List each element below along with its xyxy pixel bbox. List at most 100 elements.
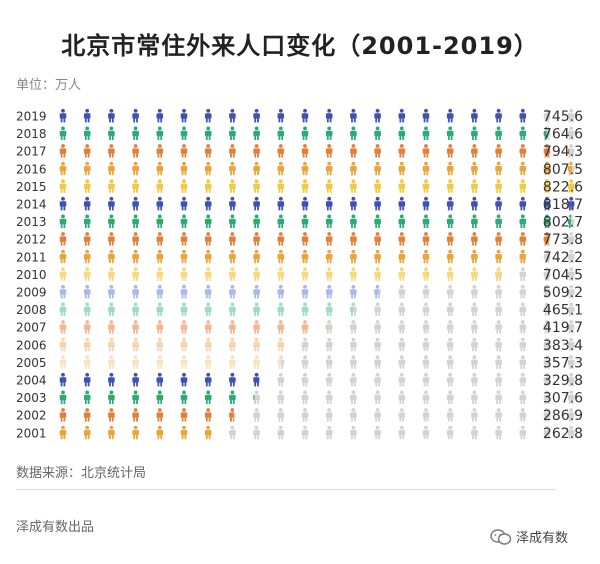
row-2001: 2001 262.8	[16, 425, 583, 442]
person-icon	[374, 179, 381, 193]
person-icon	[446, 267, 454, 281]
person-icon	[374, 108, 381, 123]
person-icon	[83, 408, 91, 422]
person-icon	[519, 232, 527, 246]
person-icon	[301, 126, 309, 140]
person-icon	[59, 196, 67, 211]
person-icon	[495, 196, 502, 211]
person-icon	[229, 179, 236, 193]
person-icon	[229, 161, 236, 176]
year-label: 2013	[16, 215, 47, 229]
person-icon	[325, 232, 333, 246]
person-icon	[204, 425, 212, 440]
person-icon	[495, 161, 502, 176]
value-label: 802.7	[543, 215, 583, 231]
person-icon	[471, 267, 478, 281]
person-icon	[422, 108, 430, 123]
person-icon	[495, 214, 502, 228]
person-icon	[374, 144, 381, 158]
person-icon	[59, 214, 67, 228]
person-icon	[471, 232, 478, 246]
person-icon	[83, 302, 91, 316]
person-icon-partial	[253, 394, 255, 404]
person-icon-partial	[543, 126, 547, 140]
person-icon	[204, 232, 212, 246]
person-icon-partial	[374, 284, 379, 299]
person-icon	[156, 232, 164, 246]
year-label: 2018	[16, 127, 47, 141]
person-icon	[543, 267, 551, 281]
person-icon	[301, 408, 309, 422]
person-icon	[156, 425, 164, 440]
person-icon	[543, 302, 551, 316]
person-icon	[59, 355, 67, 369]
person-icon	[277, 267, 285, 281]
person-icon	[519, 302, 527, 316]
person-icon	[422, 144, 430, 158]
person-icon	[374, 320, 381, 334]
person-icon	[180, 320, 188, 334]
person-icon	[471, 320, 478, 334]
person-icon	[446, 284, 454, 299]
person-icon	[567, 372, 575, 387]
person-icon	[422, 355, 430, 369]
person-icon	[543, 284, 551, 299]
person-icon	[495, 249, 502, 264]
person-icon	[567, 179, 575, 193]
person-icon	[422, 284, 430, 299]
year-label: 2014	[16, 198, 47, 212]
person-icon	[132, 302, 139, 316]
person-icon	[301, 425, 309, 440]
person-icon	[229, 126, 236, 140]
person-icon	[446, 126, 454, 140]
person-icon	[374, 232, 381, 246]
person-icon	[229, 108, 236, 123]
person-icon	[567, 108, 575, 123]
person-icon	[180, 108, 188, 123]
person-icon	[301, 144, 309, 158]
person-icon	[253, 126, 260, 140]
value-label: 307.6	[543, 391, 583, 407]
person-icon	[108, 355, 115, 369]
value-label: 818.7	[543, 197, 583, 213]
person-icon	[277, 284, 285, 299]
person-icon	[543, 372, 551, 387]
person-icon-partial	[301, 342, 304, 352]
person-icon	[156, 161, 164, 176]
person-icon	[59, 284, 67, 299]
person-icon	[83, 355, 91, 369]
person-icon	[301, 337, 309, 352]
year-label: 2004	[16, 374, 47, 388]
value-label: 745.6	[543, 109, 583, 125]
person-icon	[519, 126, 527, 140]
person-icon	[204, 179, 212, 193]
row-2005: 2005 357.3	[16, 355, 583, 371]
person-icon	[229, 355, 236, 369]
footer-divider	[16, 489, 556, 490]
person-icon	[204, 372, 212, 387]
person-icon	[156, 179, 164, 193]
person-icon	[446, 108, 454, 123]
person-icon	[108, 320, 115, 334]
brand-name: 泽成有数	[516, 531, 569, 546]
person-icon-partial	[567, 196, 575, 211]
person-icon	[180, 355, 188, 369]
person-icon	[325, 179, 333, 193]
person-icon	[543, 179, 551, 193]
person-icon	[180, 126, 188, 140]
person-icon	[108, 161, 115, 176]
person-icon	[446, 214, 454, 228]
year-label: 2007	[16, 321, 47, 335]
person-icon	[495, 179, 502, 193]
year-label: 2016	[16, 162, 47, 176]
person-icon	[350, 161, 357, 176]
year-label: 2009	[16, 286, 47, 300]
person-icon	[422, 372, 430, 387]
person-icon	[108, 196, 115, 211]
person-icon	[325, 302, 333, 316]
person-icon	[374, 372, 381, 387]
person-icon-partial	[277, 355, 282, 369]
person-icon	[59, 267, 67, 281]
chart-title: 北京市常住外来人口变化（2001-2019）	[61, 32, 539, 60]
row-2008: 2008 465.1	[16, 302, 583, 319]
